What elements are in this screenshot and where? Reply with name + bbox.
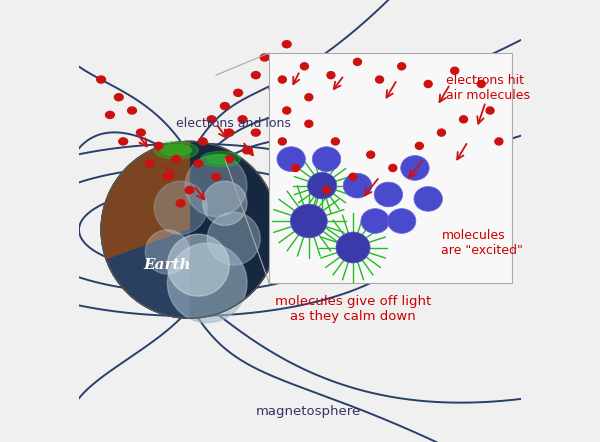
Circle shape <box>207 212 260 265</box>
Ellipse shape <box>389 164 397 171</box>
Ellipse shape <box>305 120 313 127</box>
Ellipse shape <box>212 173 220 180</box>
Ellipse shape <box>301 63 308 70</box>
Ellipse shape <box>414 187 442 211</box>
Ellipse shape <box>283 41 291 48</box>
Ellipse shape <box>251 72 260 79</box>
Ellipse shape <box>106 111 115 118</box>
Ellipse shape <box>401 156 429 180</box>
Ellipse shape <box>367 151 374 158</box>
Ellipse shape <box>260 54 269 61</box>
Ellipse shape <box>477 80 485 88</box>
Ellipse shape <box>278 63 287 70</box>
Ellipse shape <box>322 67 331 74</box>
Ellipse shape <box>225 129 233 136</box>
Ellipse shape <box>331 138 340 145</box>
Ellipse shape <box>374 182 403 207</box>
Ellipse shape <box>460 116 467 123</box>
Ellipse shape <box>361 209 389 233</box>
Ellipse shape <box>323 187 331 194</box>
Circle shape <box>167 234 229 296</box>
Circle shape <box>145 230 190 274</box>
Ellipse shape <box>277 147 305 171</box>
Ellipse shape <box>353 58 361 65</box>
Ellipse shape <box>437 129 445 136</box>
Ellipse shape <box>290 204 328 238</box>
Ellipse shape <box>220 103 229 110</box>
Ellipse shape <box>343 173 371 198</box>
Ellipse shape <box>336 232 370 263</box>
Ellipse shape <box>225 156 233 163</box>
Wedge shape <box>106 230 190 318</box>
Ellipse shape <box>292 164 299 171</box>
Circle shape <box>203 181 247 225</box>
Ellipse shape <box>172 156 181 163</box>
Ellipse shape <box>376 76 383 83</box>
Text: Earth: Earth <box>143 258 191 272</box>
Ellipse shape <box>269 85 278 92</box>
Ellipse shape <box>115 94 123 101</box>
Ellipse shape <box>136 129 145 136</box>
Ellipse shape <box>194 160 203 167</box>
Ellipse shape <box>278 138 286 145</box>
Ellipse shape <box>349 173 357 180</box>
Ellipse shape <box>495 138 503 145</box>
Ellipse shape <box>154 142 163 149</box>
Ellipse shape <box>424 80 432 88</box>
Ellipse shape <box>283 107 291 114</box>
Ellipse shape <box>128 107 136 114</box>
Ellipse shape <box>388 209 416 233</box>
Ellipse shape <box>304 54 313 61</box>
Ellipse shape <box>176 200 185 207</box>
Ellipse shape <box>415 142 424 149</box>
Ellipse shape <box>97 76 106 83</box>
Text: electrons hit
air molecules: electrons hit air molecules <box>446 74 530 103</box>
Ellipse shape <box>486 107 494 114</box>
Ellipse shape <box>199 138 207 145</box>
Ellipse shape <box>154 141 199 159</box>
Ellipse shape <box>398 63 406 70</box>
Ellipse shape <box>161 145 192 156</box>
Ellipse shape <box>305 94 313 101</box>
Text: molecules
are "excited": molecules are "excited" <box>442 229 523 257</box>
Wedge shape <box>190 141 278 318</box>
Circle shape <box>101 141 278 318</box>
Text: magnetosphere: magnetosphere <box>256 404 361 418</box>
Ellipse shape <box>451 67 458 74</box>
Ellipse shape <box>238 116 247 123</box>
Text: electrons and ions: electrons and ions <box>176 117 291 130</box>
Ellipse shape <box>242 147 251 154</box>
Ellipse shape <box>278 76 286 83</box>
Ellipse shape <box>308 172 337 199</box>
Ellipse shape <box>296 76 304 83</box>
Ellipse shape <box>119 138 128 145</box>
Ellipse shape <box>312 147 341 171</box>
Ellipse shape <box>327 72 335 79</box>
Ellipse shape <box>234 89 242 96</box>
Ellipse shape <box>207 116 216 123</box>
FancyBboxPatch shape <box>269 53 512 283</box>
Ellipse shape <box>163 173 172 180</box>
Circle shape <box>154 181 207 234</box>
Ellipse shape <box>145 160 154 167</box>
Wedge shape <box>101 141 190 260</box>
Circle shape <box>167 243 247 323</box>
Ellipse shape <box>251 129 260 136</box>
Circle shape <box>185 155 247 217</box>
Ellipse shape <box>200 151 241 167</box>
Ellipse shape <box>207 154 234 164</box>
Text: molecules give off light
as they calm down: molecules give off light as they calm do… <box>275 295 431 324</box>
Ellipse shape <box>185 187 194 194</box>
